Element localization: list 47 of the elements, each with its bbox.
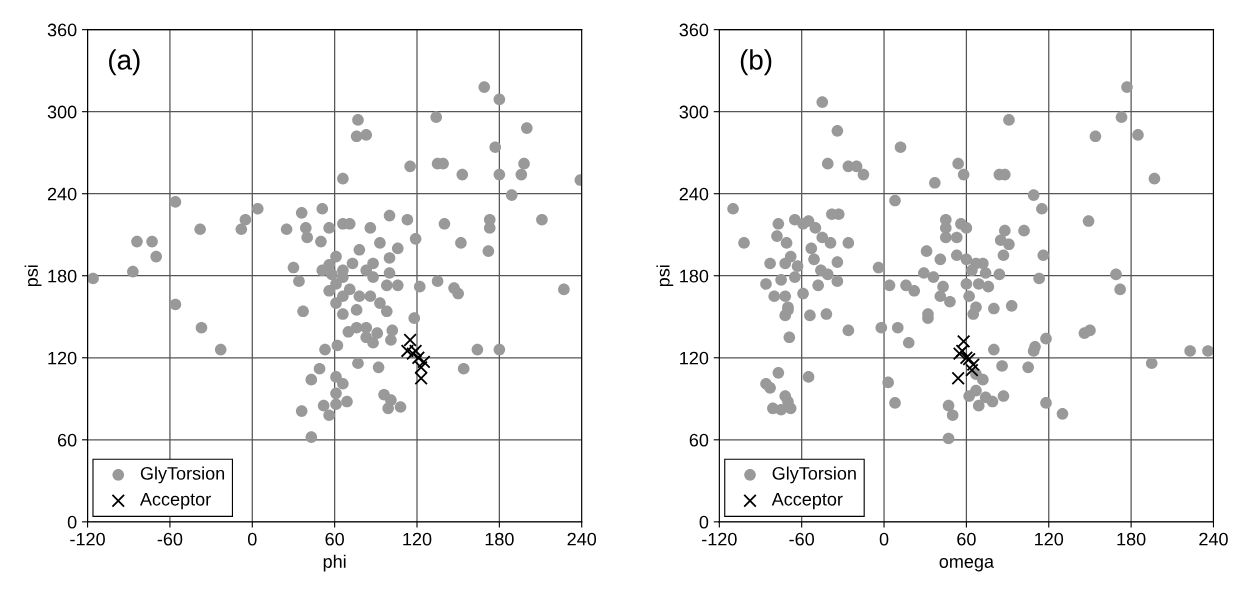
point: [411, 351, 426, 365]
x-tick-label: 180: [485, 532, 514, 546]
y-tick-label: 300: [47, 105, 77, 119]
point: [965, 363, 979, 377]
y-tick-label: 120: [680, 351, 709, 365]
x-tick-label: 240: [567, 532, 597, 546]
annotation: (b): [740, 49, 772, 76]
x-tick-label: 0: [247, 532, 257, 546]
legend-label: GlyTorsion: [140, 466, 225, 484]
point: [414, 371, 428, 385]
y-tick-label: 120: [48, 351, 77, 365]
y-tick-label: 180: [48, 269, 77, 283]
legend-label: Acceptor: [771, 493, 843, 510]
point: [966, 357, 980, 372]
x-tick-label: 240: [1199, 532, 1228, 546]
y-tick-label: 240: [47, 187, 77, 201]
y-tick-label: 60: [689, 433, 709, 447]
x-tick-label: 120: [403, 532, 432, 546]
y-tick-label: 300: [679, 105, 709, 119]
y-axis-title: psi: [656, 265, 674, 287]
y-tick-label: 360: [679, 23, 709, 37]
point: [956, 334, 971, 349]
y-tick-label: 240: [679, 187, 709, 201]
y-tick-label: 0: [67, 515, 77, 529]
point: [417, 355, 431, 369]
y-axis-title: psi: [24, 265, 42, 287]
x-tick-label: -60: [157, 532, 183, 546]
y-tick-label: 0: [699, 515, 709, 529]
x-tick-label: 60: [957, 532, 976, 546]
point: [403, 333, 417, 347]
y-tick-label: 60: [57, 433, 77, 447]
x-tick-label: 120: [1035, 532, 1064, 546]
point: [414, 360, 428, 375]
x-tick-label: 180: [1117, 532, 1146, 546]
x-tick-label: -120: [70, 532, 105, 546]
annotation: (a): [109, 49, 140, 76]
x-axis-title: phi: [323, 554, 346, 572]
legend-label: Acceptor: [139, 493, 211, 510]
x-tick-label: -120: [702, 532, 737, 546]
x-tick-label: -60: [789, 532, 815, 546]
x-tick-label: 0: [879, 532, 889, 546]
y-tick-label: 360: [47, 23, 77, 37]
y-tick-label: 180: [680, 269, 709, 283]
legend-label: GlyTorsion: [772, 466, 856, 484]
point: [951, 371, 965, 385]
x-axis-title: omega: [939, 558, 994, 572]
x-tick-label: 60: [325, 532, 344, 546]
